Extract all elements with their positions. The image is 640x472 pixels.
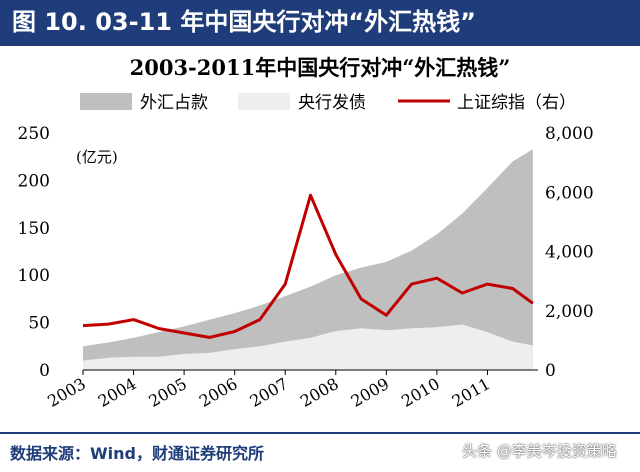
x-tick-label: 2010: [398, 374, 443, 411]
source-note: 数据来源：Wind，财通证券研究所: [10, 444, 264, 463]
y-right-tick-label: 0: [545, 361, 556, 381]
line-index: [82, 193, 534, 339]
y-right-tick-label: 6,000: [545, 183, 594, 203]
chart-title: 2003-2011年中国央行对冲“外汇热钱”: [129, 55, 511, 80]
y-left-unit: (亿元): [76, 148, 118, 166]
cb-area: [83, 324, 533, 370]
x-tick-label: 2006: [196, 374, 241, 411]
legend-swatch-fx: [80, 93, 132, 110]
y-left-tick-label: 50: [28, 314, 50, 334]
legend-label-fx: 外汇占款: [140, 93, 208, 113]
fx-area: [83, 149, 533, 370]
watermark: 头条 @李美岑投资策略: [462, 442, 617, 460]
figure-header: 图 10. 03-11 年中国央行对冲“外汇热钱”: [0, 0, 640, 44]
legend-label-cb: 央行发债: [298, 93, 366, 113]
x-tick-label: 2004: [95, 374, 140, 411]
legend-swatch-cb: [238, 93, 290, 110]
legend-label-index: 上证综指（右）: [457, 93, 576, 113]
area-cb: [83, 324, 533, 370]
x-tick-label: 2008: [297, 374, 342, 411]
y-left-tick-label: 250: [18, 124, 50, 144]
x-tick-label: 2007: [246, 374, 291, 411]
y-right-tick-label: 4,000: [545, 243, 594, 263]
y-left-tick-label: 0: [39, 361, 50, 381]
y-right-tick-label: 2,000: [545, 302, 594, 322]
y-left-tick-label: 150: [18, 219, 50, 239]
y-left-tick-label: 100: [18, 266, 50, 286]
x-tick-label: 2003: [44, 374, 89, 411]
x-tick-label: 2009: [348, 374, 393, 411]
x-tick-label: 2011: [449, 374, 494, 411]
header-rule: [0, 44, 640, 46]
area-fx: [83, 149, 533, 370]
footer-rule: [0, 432, 640, 434]
y-right-tick-label: 8,000: [545, 124, 594, 144]
y-left-tick-label: 200: [18, 171, 50, 191]
legend: 外汇占款 央行发债 上证综指（右）: [80, 93, 576, 113]
x-tick-label: 2005: [145, 374, 190, 411]
